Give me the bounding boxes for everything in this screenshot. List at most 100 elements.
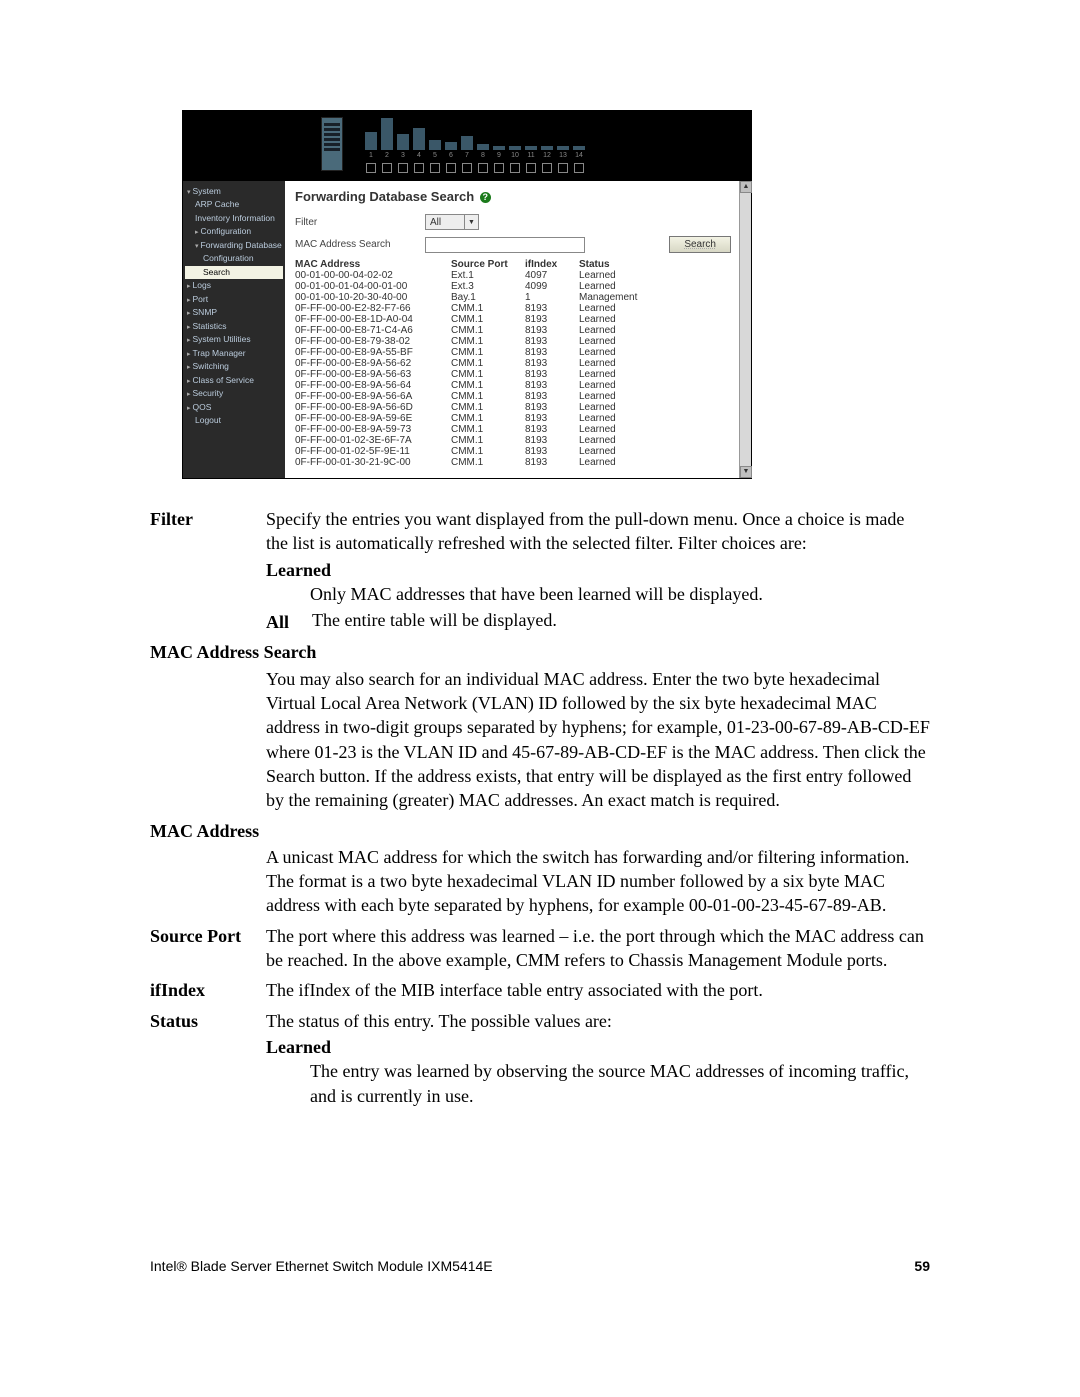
port-square[interactable] — [398, 163, 408, 173]
table-cell: Learned — [579, 435, 669, 446]
tree-arrow-icon[interactable]: ▸ — [187, 364, 191, 371]
table-cell: 0F-FF-00-00-E8-79-38-02 — [295, 336, 451, 347]
table-cell: Learned — [579, 325, 669, 336]
table-cell: 0F-FF-00-00-E2-82-F7-66 — [295, 303, 451, 314]
port-num: 7 — [459, 152, 475, 159]
port-square[interactable] — [542, 163, 552, 173]
sub-learned-term: Learned — [266, 558, 930, 582]
port-bar — [461, 136, 473, 150]
port-square[interactable] — [366, 163, 376, 173]
tree-arrow-icon[interactable]: ▸ — [187, 378, 191, 385]
tree-arrow-icon[interactable]: ▾ — [195, 243, 199, 250]
col-ifindex: ifIndex — [525, 259, 579, 270]
port-square[interactable] — [478, 163, 488, 173]
nav-item[interactable]: Logout — [185, 414, 283, 427]
table-cell: Learned — [579, 358, 669, 369]
port-square[interactable] — [446, 163, 456, 173]
body-filter: Specify the entries you want displayed f… — [266, 507, 930, 556]
table-cell: Ext.1 — [451, 270, 525, 281]
term-ifindex: ifIndex — [150, 978, 266, 1002]
table-cell: CMM.1 — [451, 413, 525, 424]
filter-label: Filter — [295, 217, 425, 228]
nav-item[interactable]: ▸Port — [185, 293, 283, 306]
search-button[interactable]: Search — [669, 236, 731, 253]
chevron-down-icon[interactable]: ▼ — [464, 215, 478, 229]
tree-arrow-icon[interactable]: ▸ — [187, 310, 191, 317]
tree-arrow-icon[interactable]: ▸ — [187, 297, 191, 304]
port-square[interactable] — [510, 163, 520, 173]
table-cell: 00-01-00-10-20-30-40-00 — [295, 292, 451, 303]
port-bar — [413, 128, 425, 150]
tree-arrow-icon[interactable]: ▸ — [195, 229, 199, 236]
table-cell: Management — [579, 292, 669, 303]
filter-select[interactable]: All ▼ — [425, 214, 479, 230]
table-cell: CMM.1 — [451, 325, 525, 336]
nav-item[interactable]: ▸System Utilities — [185, 333, 283, 346]
body-mac-search: You may also search for an individual MA… — [266, 667, 930, 813]
nav-label: Statistics — [193, 321, 227, 331]
port-num: 13 — [555, 152, 571, 159]
help-icon[interactable]: ? — [480, 192, 491, 203]
nav-item[interactable]: ▾Forwarding Database — [185, 239, 283, 252]
nav-item[interactable]: ▸Trap Manager — [185, 347, 283, 360]
port-square[interactable] — [382, 163, 392, 173]
nav-item[interactable]: ▸Switching — [185, 360, 283, 373]
filter-value: All — [430, 217, 441, 228]
tree-arrow-icon[interactable]: ▸ — [187, 405, 191, 412]
nav-item[interactable]: Search — [185, 266, 283, 279]
nav-item[interactable]: Configuration — [185, 252, 283, 265]
table-cell: Learned — [579, 413, 669, 424]
nav-item[interactable]: ▸Security — [185, 387, 283, 400]
nav-item[interactable]: ▸Statistics — [185, 320, 283, 333]
nav-item[interactable]: ▸Logs — [185, 279, 283, 292]
table-row: 0F-FF-00-01-02-3E-6F-7ACMM.18193Learned — [295, 435, 741, 446]
port-square[interactable] — [414, 163, 424, 173]
port-square[interactable] — [574, 163, 584, 173]
table-cell: 8193 — [525, 336, 579, 347]
nav-item[interactable]: ARP Cache — [185, 198, 283, 211]
port-square[interactable] — [526, 163, 536, 173]
tree-arrow-icon[interactable]: ▸ — [187, 351, 191, 358]
nav-label: Trap Manager — [193, 348, 246, 358]
port-bar — [573, 146, 585, 150]
scroll-up-icon[interactable]: ▲ — [740, 181, 752, 193]
table-cell: Learned — [579, 336, 669, 347]
table-cell: CMM.1 — [451, 391, 525, 402]
scrollbar[interactable]: ▲ ▼ — [739, 181, 751, 478]
table-cell: 8193 — [525, 424, 579, 435]
term-sport: Source Port — [150, 924, 266, 973]
table-cell: CMM.1 — [451, 457, 525, 468]
table-cell: CMM.1 — [451, 358, 525, 369]
port-num: 12 — [539, 152, 555, 159]
nav-item[interactable]: ▸SNMP — [185, 306, 283, 319]
mac-search-label: MAC Address Search — [295, 239, 425, 250]
port-num: 14 — [571, 152, 587, 159]
pane-title: Forwarding Database Search ? — [295, 189, 741, 204]
mac-search-input[interactable] — [425, 237, 585, 253]
port-square[interactable] — [430, 163, 440, 173]
nav-item[interactable]: Inventory Information — [185, 212, 283, 225]
port-square[interactable] — [558, 163, 568, 173]
nav-item[interactable]: ▸Class of Service — [185, 374, 283, 387]
table-cell: 0F-FF-00-00-E8-9A-56-6D — [295, 402, 451, 413]
tree-arrow-icon[interactable]: ▸ — [187, 391, 191, 398]
port-square[interactable] — [494, 163, 504, 173]
footer-product: Intel® Blade Server Ethernet Switch Modu… — [150, 1258, 493, 1274]
nav-sidebar: ▾SystemARP CacheInventory Information▸Co… — [183, 181, 285, 478]
app-header: 1234567891011121314 — [183, 111, 751, 181]
table-cell: 0F-FF-00-00-E8-9A-56-62 — [295, 358, 451, 369]
nav-item[interactable]: ▸Configuration — [185, 225, 283, 238]
tree-arrow-icon[interactable]: ▸ — [187, 337, 191, 344]
nav-item[interactable]: ▸QOS — [185, 401, 283, 414]
nav-label: Logout — [195, 415, 221, 425]
table-cell: CMM.1 — [451, 303, 525, 314]
port-square[interactable] — [462, 163, 472, 173]
tree-arrow-icon[interactable]: ▾ — [187, 189, 191, 196]
tree-arrow-icon[interactable]: ▸ — [187, 283, 191, 290]
tree-arrow-icon[interactable]: ▸ — [187, 324, 191, 331]
scroll-down-icon[interactable]: ▼ — [740, 466, 752, 478]
nav-item[interactable]: ▾System — [185, 185, 283, 198]
table-row: 0F-FF-00-00-E8-1D-A0-04CMM.18193Learned — [295, 314, 741, 325]
term-filter: Filter — [150, 507, 266, 634]
body-status: The status of this entry. The possible v… — [266, 1009, 930, 1033]
